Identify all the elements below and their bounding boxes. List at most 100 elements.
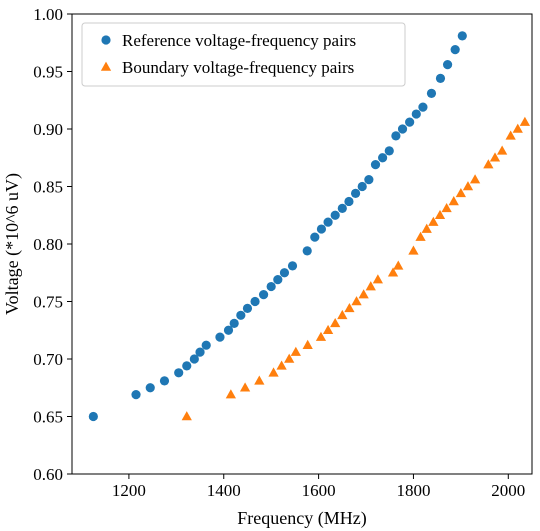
- series-boundary: [181, 116, 531, 421]
- boundary-point: [181, 411, 192, 421]
- reference-point: [391, 131, 401, 141]
- reference-point: [250, 296, 260, 307]
- reference-point: [411, 109, 421, 119]
- reference-point: [378, 153, 388, 163]
- boundary-point: [315, 331, 327, 341]
- reference-point: [302, 246, 312, 256]
- reference-point: [364, 175, 374, 185]
- reference-point: [223, 325, 234, 335]
- boundary-point: [254, 375, 265, 385]
- reference-point: [344, 196, 354, 207]
- reference-point: [337, 203, 347, 213]
- plot-frame: [71, 13, 533, 475]
- boundary-point: [351, 296, 362, 306]
- data-points: [88, 31, 531, 422]
- legend-circle-marker: [101, 35, 111, 45]
- boundary-point: [330, 317, 341, 328]
- x-tick-label: 1800: [396, 481, 430, 500]
- boundary-point: [505, 130, 516, 140]
- boundary-point: [387, 267, 399, 277]
- reference-point: [357, 181, 367, 192]
- boundary-point: [393, 260, 404, 270]
- legend: Reference voltage-frequency pairs Boundar…: [81, 22, 406, 87]
- reference-point: [189, 354, 199, 364]
- legend-triangle-marker: [100, 61, 112, 71]
- boundary-point: [469, 174, 481, 184]
- reference-point: [159, 376, 170, 386]
- series-reference: [88, 31, 467, 422]
- reference-point: [442, 60, 453, 70]
- boundary-point: [322, 324, 334, 335]
- reference-point: [457, 31, 467, 41]
- y-tick-label: 0.95: [33, 63, 63, 82]
- boundary-point: [290, 346, 301, 356]
- reference-point: [174, 368, 184, 378]
- reference-point: [397, 124, 408, 134]
- reference-point: [145, 383, 155, 393]
- reference-point: [258, 290, 269, 300]
- y-tick-label: 1.00: [33, 5, 63, 24]
- boundary-point: [434, 209, 446, 220]
- boundary-point: [489, 152, 501, 162]
- boundary-point: [512, 123, 523, 133]
- boundary-point: [448, 196, 459, 206]
- legend-entry-label: Boundary voltage-frequency pairs: [122, 58, 354, 77]
- boundary-point: [496, 145, 508, 155]
- x-tick-label: 2000: [491, 481, 525, 500]
- boundary-point: [462, 181, 474, 191]
- reference-point: [310, 232, 320, 242]
- y-tick-label: 0.90: [33, 120, 63, 139]
- boundary-point: [302, 339, 313, 349]
- y-tick-label: 0.75: [33, 293, 63, 312]
- x-axis-label: Frequency (MHz): [237, 508, 366, 529]
- legend-box: [81, 22, 406, 87]
- boundary-point: [441, 202, 452, 213]
- boundary-point: [358, 289, 369, 299]
- reference-point: [201, 340, 211, 350]
- boundary-point: [268, 367, 279, 377]
- boundary-point: [483, 159, 494, 169]
- boundary-point: [225, 389, 236, 399]
- reference-point: [323, 217, 333, 227]
- y-tick-label: 0.70: [33, 350, 63, 369]
- reference-point: [236, 310, 246, 320]
- boundary-point: [519, 116, 531, 126]
- y-tick-label: 0.80: [33, 235, 63, 254]
- boundary-point: [428, 216, 439, 226]
- reference-point: [242, 303, 253, 313]
- reference-point: [215, 332, 225, 342]
- reference-point: [435, 73, 446, 83]
- y-tick-label: 0.85: [33, 178, 63, 197]
- x-tick-label: 1200: [112, 481, 146, 500]
- boundary-point: [415, 231, 426, 241]
- reference-point: [405, 117, 415, 127]
- y-tick-label: 0.65: [33, 408, 63, 427]
- reference-point: [450, 45, 460, 55]
- reference-point: [330, 210, 340, 220]
- boundary-point: [372, 274, 384, 284]
- boundary-point: [344, 303, 355, 313]
- x-tick-label: 1600: [302, 481, 336, 500]
- reference-point: [426, 88, 437, 98]
- boundary-point: [284, 353, 295, 363]
- reference-point: [229, 318, 239, 328]
- boundary-point: [408, 245, 419, 255]
- reference-point: [370, 160, 381, 170]
- y-tick-label: 0.60: [33, 465, 63, 484]
- reference-point: [418, 102, 428, 112]
- boundary-point: [455, 188, 466, 198]
- reference-point: [195, 347, 205, 357]
- y-axis-label: Voltage (*10^6 uV): [2, 173, 23, 315]
- x-tick-label: 1400: [207, 481, 241, 500]
- reference-point: [266, 281, 276, 292]
- axis-ticks: 1200 1400 1600 1800 2000 0.60 0.65 0.70 0.75 0.80…: [33, 5, 525, 500]
- boundary-point: [276, 360, 287, 370]
- boundary-point: [365, 281, 376, 291]
- boundary-point: [421, 223, 432, 233]
- boundary-point: [337, 309, 348, 320]
- reference-point: [182, 361, 192, 371]
- reference-point: [88, 411, 98, 422]
- reference-point: [316, 224, 327, 234]
- reference-point: [279, 268, 290, 278]
